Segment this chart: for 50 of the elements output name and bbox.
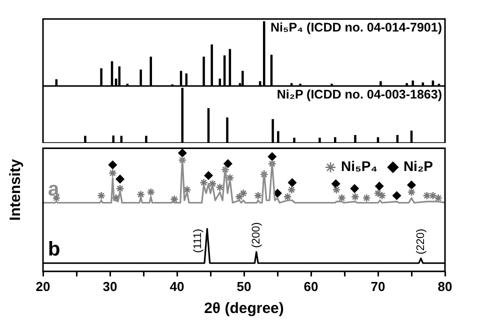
chart-title: Ni₂P (ICDD no. 04-003-1863) bbox=[276, 88, 442, 102]
point bbox=[116, 174, 124, 184]
point bbox=[407, 188, 416, 196]
point bbox=[108, 160, 117, 170]
chart-title: Ni₅P₄ (ICDD no. 04-014-7901) bbox=[270, 20, 442, 35]
point bbox=[178, 156, 187, 164]
series-label: a bbox=[48, 178, 60, 200]
point bbox=[220, 165, 230, 174]
point bbox=[288, 178, 296, 187]
point bbox=[112, 194, 120, 202]
point bbox=[200, 178, 208, 187]
point bbox=[378, 191, 386, 200]
x-axis-title: 2θ (degree) bbox=[204, 300, 284, 318]
point bbox=[350, 184, 359, 193]
point bbox=[146, 188, 156, 196]
x-tick-label: 70 bbox=[370, 278, 386, 294]
y-axis-title: Intensity bbox=[7, 158, 24, 221]
point bbox=[108, 168, 117, 178]
point bbox=[375, 182, 384, 190]
x-tick-label: 80 bbox=[438, 278, 452, 294]
series-label: b bbox=[48, 238, 60, 261]
x-tick-label: 30 bbox=[102, 278, 118, 294]
point bbox=[239, 189, 248, 198]
point bbox=[178, 148, 187, 158]
point bbox=[204, 171, 213, 180]
x-tick-label: 40 bbox=[170, 278, 184, 294]
point bbox=[268, 152, 276, 161]
x-tick-label: 50 bbox=[236, 278, 252, 294]
legend-label: Ni₂P bbox=[403, 158, 434, 174]
point bbox=[224, 159, 232, 168]
point bbox=[392, 191, 402, 200]
annotation: (200) bbox=[250, 222, 262, 248]
annotation: (111) bbox=[192, 228, 204, 253]
point bbox=[332, 185, 341, 194]
point bbox=[407, 180, 416, 190]
point bbox=[97, 191, 106, 200]
legend-label: Ni₅P₄ bbox=[341, 158, 378, 174]
x-tick-label: 20 bbox=[36, 278, 50, 294]
point bbox=[332, 180, 340, 188]
point bbox=[428, 191, 438, 200]
point bbox=[273, 189, 282, 198]
point bbox=[362, 194, 371, 202]
point bbox=[268, 159, 276, 168]
point bbox=[422, 191, 432, 200]
x-tick-label: 60 bbox=[304, 278, 318, 294]
point bbox=[254, 191, 262, 200]
point bbox=[287, 185, 296, 194]
annotation: (220) bbox=[414, 228, 427, 254]
point bbox=[350, 192, 360, 202]
point bbox=[374, 189, 382, 198]
